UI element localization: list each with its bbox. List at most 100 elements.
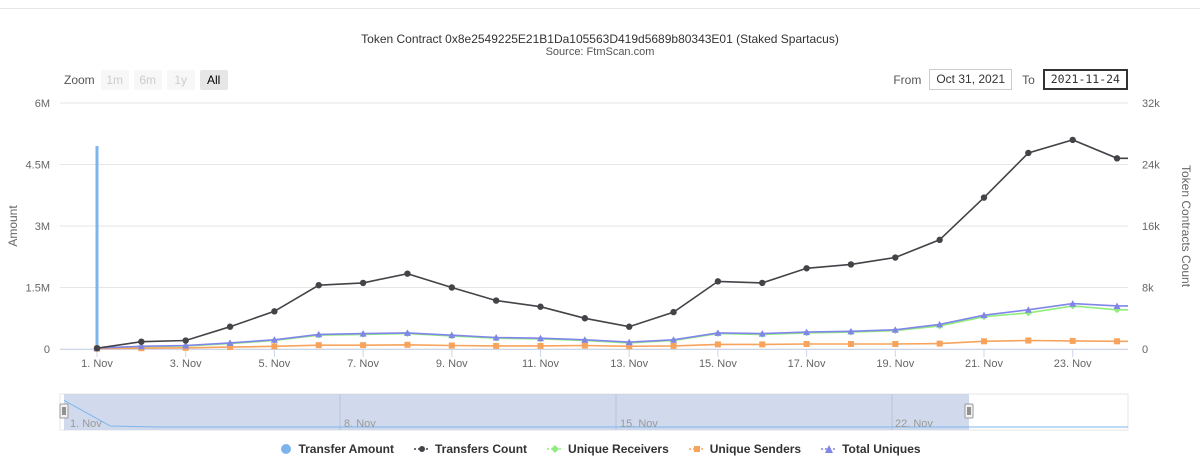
transfers-count-point	[803, 265, 810, 272]
legend-line-square-icon	[688, 446, 705, 452]
transfers-count-point	[581, 315, 589, 322]
total-uniques-point	[315, 330, 323, 338]
transfers-count-point	[492, 297, 500, 304]
y-left-tick-label: 3M	[35, 221, 50, 233]
handle-grip-icon	[59, 403, 69, 419]
legend-line-circle-icon	[414, 446, 431, 452]
unique-senders-point	[1025, 337, 1032, 344]
from-label: From	[893, 72, 922, 87]
legend-item-transfers-count[interactable]: Transfers Count	[414, 442, 527, 456]
x-tick-label: 11. Nov	[522, 358, 560, 370]
grid-lines	[60, 102, 1128, 350]
total-uniques-point	[714, 329, 722, 336]
chart-subtitle: Source: FtmScan.com	[545, 46, 655, 58]
navigator-right-handle[interactable]	[964, 403, 974, 419]
y-right-tick-label: 24k	[1142, 160, 1160, 172]
legend-item-unique-receivers[interactable]: Unique Receivers	[547, 442, 669, 456]
unique-senders-point	[448, 342, 455, 349]
y-left-tick-label: 4.5M	[26, 160, 50, 172]
from-date-input[interactable]: Oct 31, 2021	[929, 69, 1013, 90]
legend-label: Transfers Count	[435, 442, 528, 456]
legend-label: Unique Receivers	[568, 442, 669, 456]
total-uniques-point	[936, 320, 944, 328]
x-tick-label: 19. Nov	[876, 358, 914, 370]
unique-senders-point	[227, 344, 234, 351]
to-label: To	[1022, 72, 1035, 87]
unique-senders-point	[670, 342, 677, 349]
y-right-tick-label: 16k	[1142, 221, 1160, 233]
plot-area	[93, 136, 1128, 352]
navigator-tick-label: 15. Nov	[620, 418, 658, 430]
unique-senders-point	[1114, 338, 1121, 345]
x-tick-label: 13. Nov	[610, 358, 648, 370]
y-right-tick-label: 32k	[1142, 98, 1160, 110]
unique-senders-point	[981, 338, 987, 345]
y-left-tick-label: 6M	[35, 98, 50, 110]
unique-senders-point	[271, 343, 278, 350]
total-uniques-point	[226, 339, 234, 346]
navigator-tick-label: 8. Nov	[344, 418, 376, 430]
zoom-selector: Zoom 1m 6m 1y All	[64, 70, 233, 90]
transfers-count-point	[1025, 149, 1032, 157]
y-right-tick-label: 8k	[1142, 283, 1154, 295]
unique-senders-point	[404, 341, 411, 348]
zoom-label: Zoom	[64, 73, 95, 87]
transfers-count-point	[226, 323, 234, 330]
transfers-count-point	[138, 338, 145, 345]
transfers-count-point	[182, 337, 189, 344]
unique-senders-point	[847, 341, 854, 348]
total-uniques-point	[803, 328, 811, 336]
unique-senders-point	[360, 342, 367, 349]
zoom-6m-button[interactable]: 6m	[133, 70, 162, 90]
total-uniques-point	[581, 336, 589, 343]
transfers-count-point	[1113, 155, 1121, 162]
total-uniques-point	[1024, 306, 1032, 313]
unique-senders-point	[759, 341, 766, 348]
transfers-count-point	[315, 281, 322, 289]
unique-senders-point	[493, 342, 500, 349]
navigator-tick-label: 22. Nov	[895, 418, 933, 430]
unique-senders-point	[581, 342, 588, 349]
x-tick-label: 5. Nov	[259, 358, 291, 370]
legend-item-total-uniques[interactable]: Total Uniques	[821, 442, 921, 456]
right-axis: 0 8k 16k 24k 32k Token Contracts Count	[1142, 98, 1193, 356]
unique-senders-point	[626, 343, 633, 350]
total-uniques-point	[537, 334, 544, 342]
transfers-count-point	[626, 323, 633, 330]
legend-item-transfer-amount[interactable]: Transfer Amount	[279, 442, 394, 456]
navigator-selection-mask	[64, 394, 969, 430]
zoom-all-button[interactable]: All	[199, 70, 228, 90]
legend-label: Transfer Amount	[298, 442, 395, 456]
y-left-axis-title: Amount	[6, 205, 20, 247]
total-uniques-point	[182, 342, 190, 349]
legend: Transfer Amount Transfers Count Unique R…	[0, 442, 1200, 456]
total-uniques-point	[1113, 302, 1121, 309]
legend-item-unique-senders[interactable]: Unique Senders	[688, 442, 801, 456]
total-uniques-point	[270, 336, 278, 343]
total-uniques-point	[758, 330, 766, 337]
transfers-count-point	[980, 194, 988, 201]
to-date-input[interactable]: 2021-11-24	[1042, 69, 1128, 90]
unique-senders-point	[315, 342, 322, 349]
total-uniques-point	[847, 327, 855, 335]
legend-label: Total Uniques	[842, 442, 921, 456]
transfers-count-point	[93, 345, 101, 352]
x-tick-label: 1. Nov	[81, 358, 113, 370]
date-range-selector: From Oct 31, 2021 To 2021-11-24	[893, 69, 1128, 90]
x-tick-label: 7. Nov	[347, 358, 379, 370]
navigator: 1. Nov 8. Nov 15. Nov 22. Nov	[59, 393, 1129, 431]
x-tick-label: 21. Nov	[965, 358, 1003, 370]
transfer-amount-bar	[95, 146, 99, 349]
transfers-count-point	[759, 279, 766, 287]
legend-circle-marker-icon	[281, 444, 292, 454]
transfers-count-point	[448, 284, 455, 291]
unique-senders-point	[714, 341, 721, 348]
x-tick-label: 15. Nov	[699, 358, 737, 370]
zoom-1y-button[interactable]: 1y	[166, 70, 195, 90]
navigator-left-handle[interactable]	[59, 403, 69, 419]
navigator-tick-label: 1. Nov	[70, 418, 102, 430]
total-uniques-point	[492, 333, 500, 341]
transfers-count-point	[404, 270, 411, 277]
zoom-1m-button[interactable]: 1m	[100, 70, 129, 90]
